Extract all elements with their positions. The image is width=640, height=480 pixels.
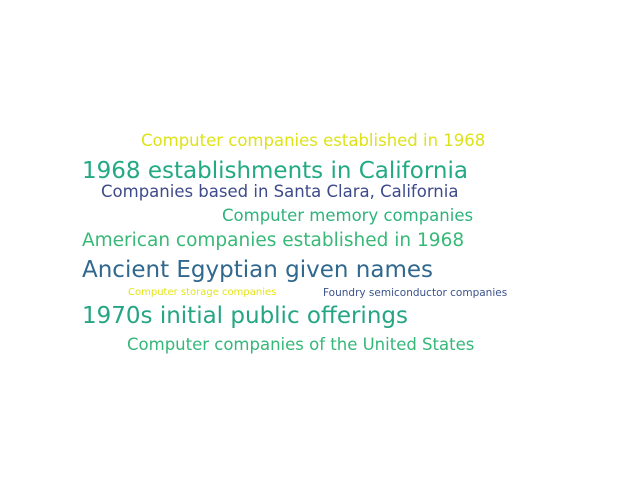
word-computer-memory-companies: Computer memory companies bbox=[222, 206, 474, 225]
word-companies-based-santa-clara: Companies based in Santa Clara, Californ… bbox=[101, 182, 459, 201]
word-american-companies-established-1968: American companies established in 1968 bbox=[82, 230, 465, 251]
word-computer-storage-companies: Computer storage companies bbox=[128, 287, 277, 298]
word-computer-companies-united-states: Computer companies of the United States bbox=[127, 335, 475, 354]
word-computer-companies-established-1968: Computer companies established in 1968 bbox=[141, 131, 486, 150]
word-foundry-semiconductor-companies: Foundry semiconductor companies bbox=[323, 287, 508, 299]
word-1970s-initial-public-offerings: 1970s initial public offerings bbox=[82, 303, 408, 329]
word-ancient-egyptian-given-names: Ancient Egyptian given names bbox=[82, 257, 433, 283]
word-1968-establishments-california: 1968 establishments in California bbox=[82, 158, 468, 184]
